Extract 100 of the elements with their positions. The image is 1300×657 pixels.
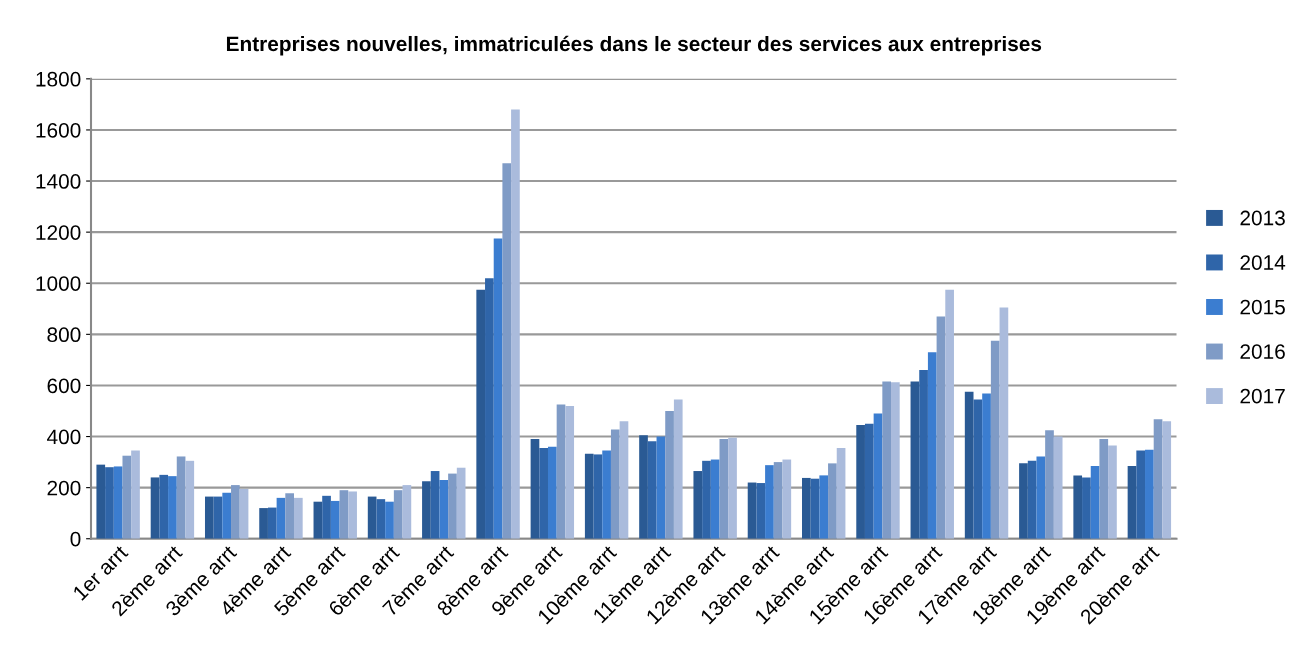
bar (1108, 445, 1117, 539)
bar (96, 464, 106, 539)
bar (702, 460, 711, 539)
bar (322, 495, 331, 539)
y-tick-label: 1400 (36, 174, 81, 189)
bar (259, 508, 268, 539)
bar (810, 478, 820, 539)
bar (673, 399, 683, 539)
bar (204, 496, 214, 539)
bar (222, 492, 232, 539)
bar (1162, 421, 1172, 539)
bar (565, 405, 575, 539)
bar (856, 425, 865, 539)
bar (150, 477, 160, 539)
legend-label: 2017 (1240, 388, 1285, 404)
bar (1027, 460, 1037, 539)
bar (990, 340, 1000, 539)
bar (927, 352, 937, 539)
bar (402, 485, 412, 539)
bar (539, 448, 548, 539)
y-tick-label: 1600 (36, 122, 81, 138)
bar (122, 455, 132, 539)
bar (330, 500, 340, 539)
bar (756, 483, 766, 539)
bar (719, 439, 729, 539)
bar (1019, 463, 1028, 539)
bar (367, 496, 377, 539)
y-tick-label: 600 (47, 378, 81, 394)
bar (1073, 475, 1083, 539)
bar (456, 467, 466, 539)
bar (176, 456, 186, 539)
bar (602, 450, 611, 539)
bar (873, 413, 883, 539)
bar (393, 490, 403, 539)
bar (836, 448, 846, 539)
legend-label: 2014 (1240, 255, 1286, 270)
bar (1090, 465, 1100, 539)
bar (919, 370, 928, 539)
bar (159, 474, 169, 539)
bar (864, 423, 874, 539)
bar (530, 439, 540, 539)
bar (267, 507, 277, 539)
bar (548, 446, 557, 539)
bar (765, 465, 774, 539)
bar (511, 109, 520, 539)
bar (556, 404, 566, 539)
bar (476, 289, 486, 539)
bar (945, 289, 954, 539)
bar (656, 436, 666, 539)
bar (1136, 450, 1146, 539)
legend-label: 2016 (1240, 344, 1285, 359)
bar (710, 459, 720, 539)
bar (693, 471, 703, 539)
bar (231, 485, 240, 539)
bar (131, 450, 140, 539)
bar (493, 238, 503, 539)
bar (348, 491, 357, 539)
bar (936, 316, 946, 539)
bar (1127, 465, 1137, 539)
bar (1045, 430, 1054, 539)
bar (964, 391, 974, 539)
bar (639, 435, 648, 539)
bar (999, 307, 1009, 539)
bar (882, 381, 892, 539)
bar (293, 497, 303, 539)
legend-label: 2013 (1240, 210, 1285, 226)
bar (819, 475, 829, 539)
bar (385, 501, 394, 539)
bar (593, 454, 603, 539)
y-tick-label: 0 (70, 531, 81, 547)
bar (982, 393, 991, 539)
bar (276, 497, 286, 539)
bar (430, 471, 440, 539)
bar (747, 482, 757, 539)
y-tick-label: 1800 (36, 71, 81, 87)
bar (802, 477, 811, 539)
y-tick-label: 200 (47, 480, 81, 496)
bar (1145, 449, 1154, 539)
chart-title: Entreprises nouvelles, immatriculées dans le secteur des services aux entreprises (226, 35, 1042, 56)
bar (1082, 477, 1091, 539)
bar (439, 479, 449, 539)
bar (610, 429, 620, 539)
bar (422, 481, 431, 539)
y-tick-label: 1200 (36, 225, 81, 240)
bar (1099, 439, 1109, 539)
bar (665, 410, 674, 539)
y-tick-label: 1000 (36, 276, 81, 291)
bar (485, 278, 494, 539)
bar (213, 496, 223, 539)
bar (239, 488, 249, 539)
bar (168, 476, 177, 539)
bar (584, 453, 594, 539)
bar (728, 437, 737, 539)
bar (647, 441, 657, 539)
bar (619, 421, 629, 539)
bar (105, 467, 114, 539)
y-tick-label: 400 (47, 429, 81, 445)
bar (1053, 436, 1063, 539)
bar (891, 382, 900, 539)
bar (339, 490, 349, 539)
